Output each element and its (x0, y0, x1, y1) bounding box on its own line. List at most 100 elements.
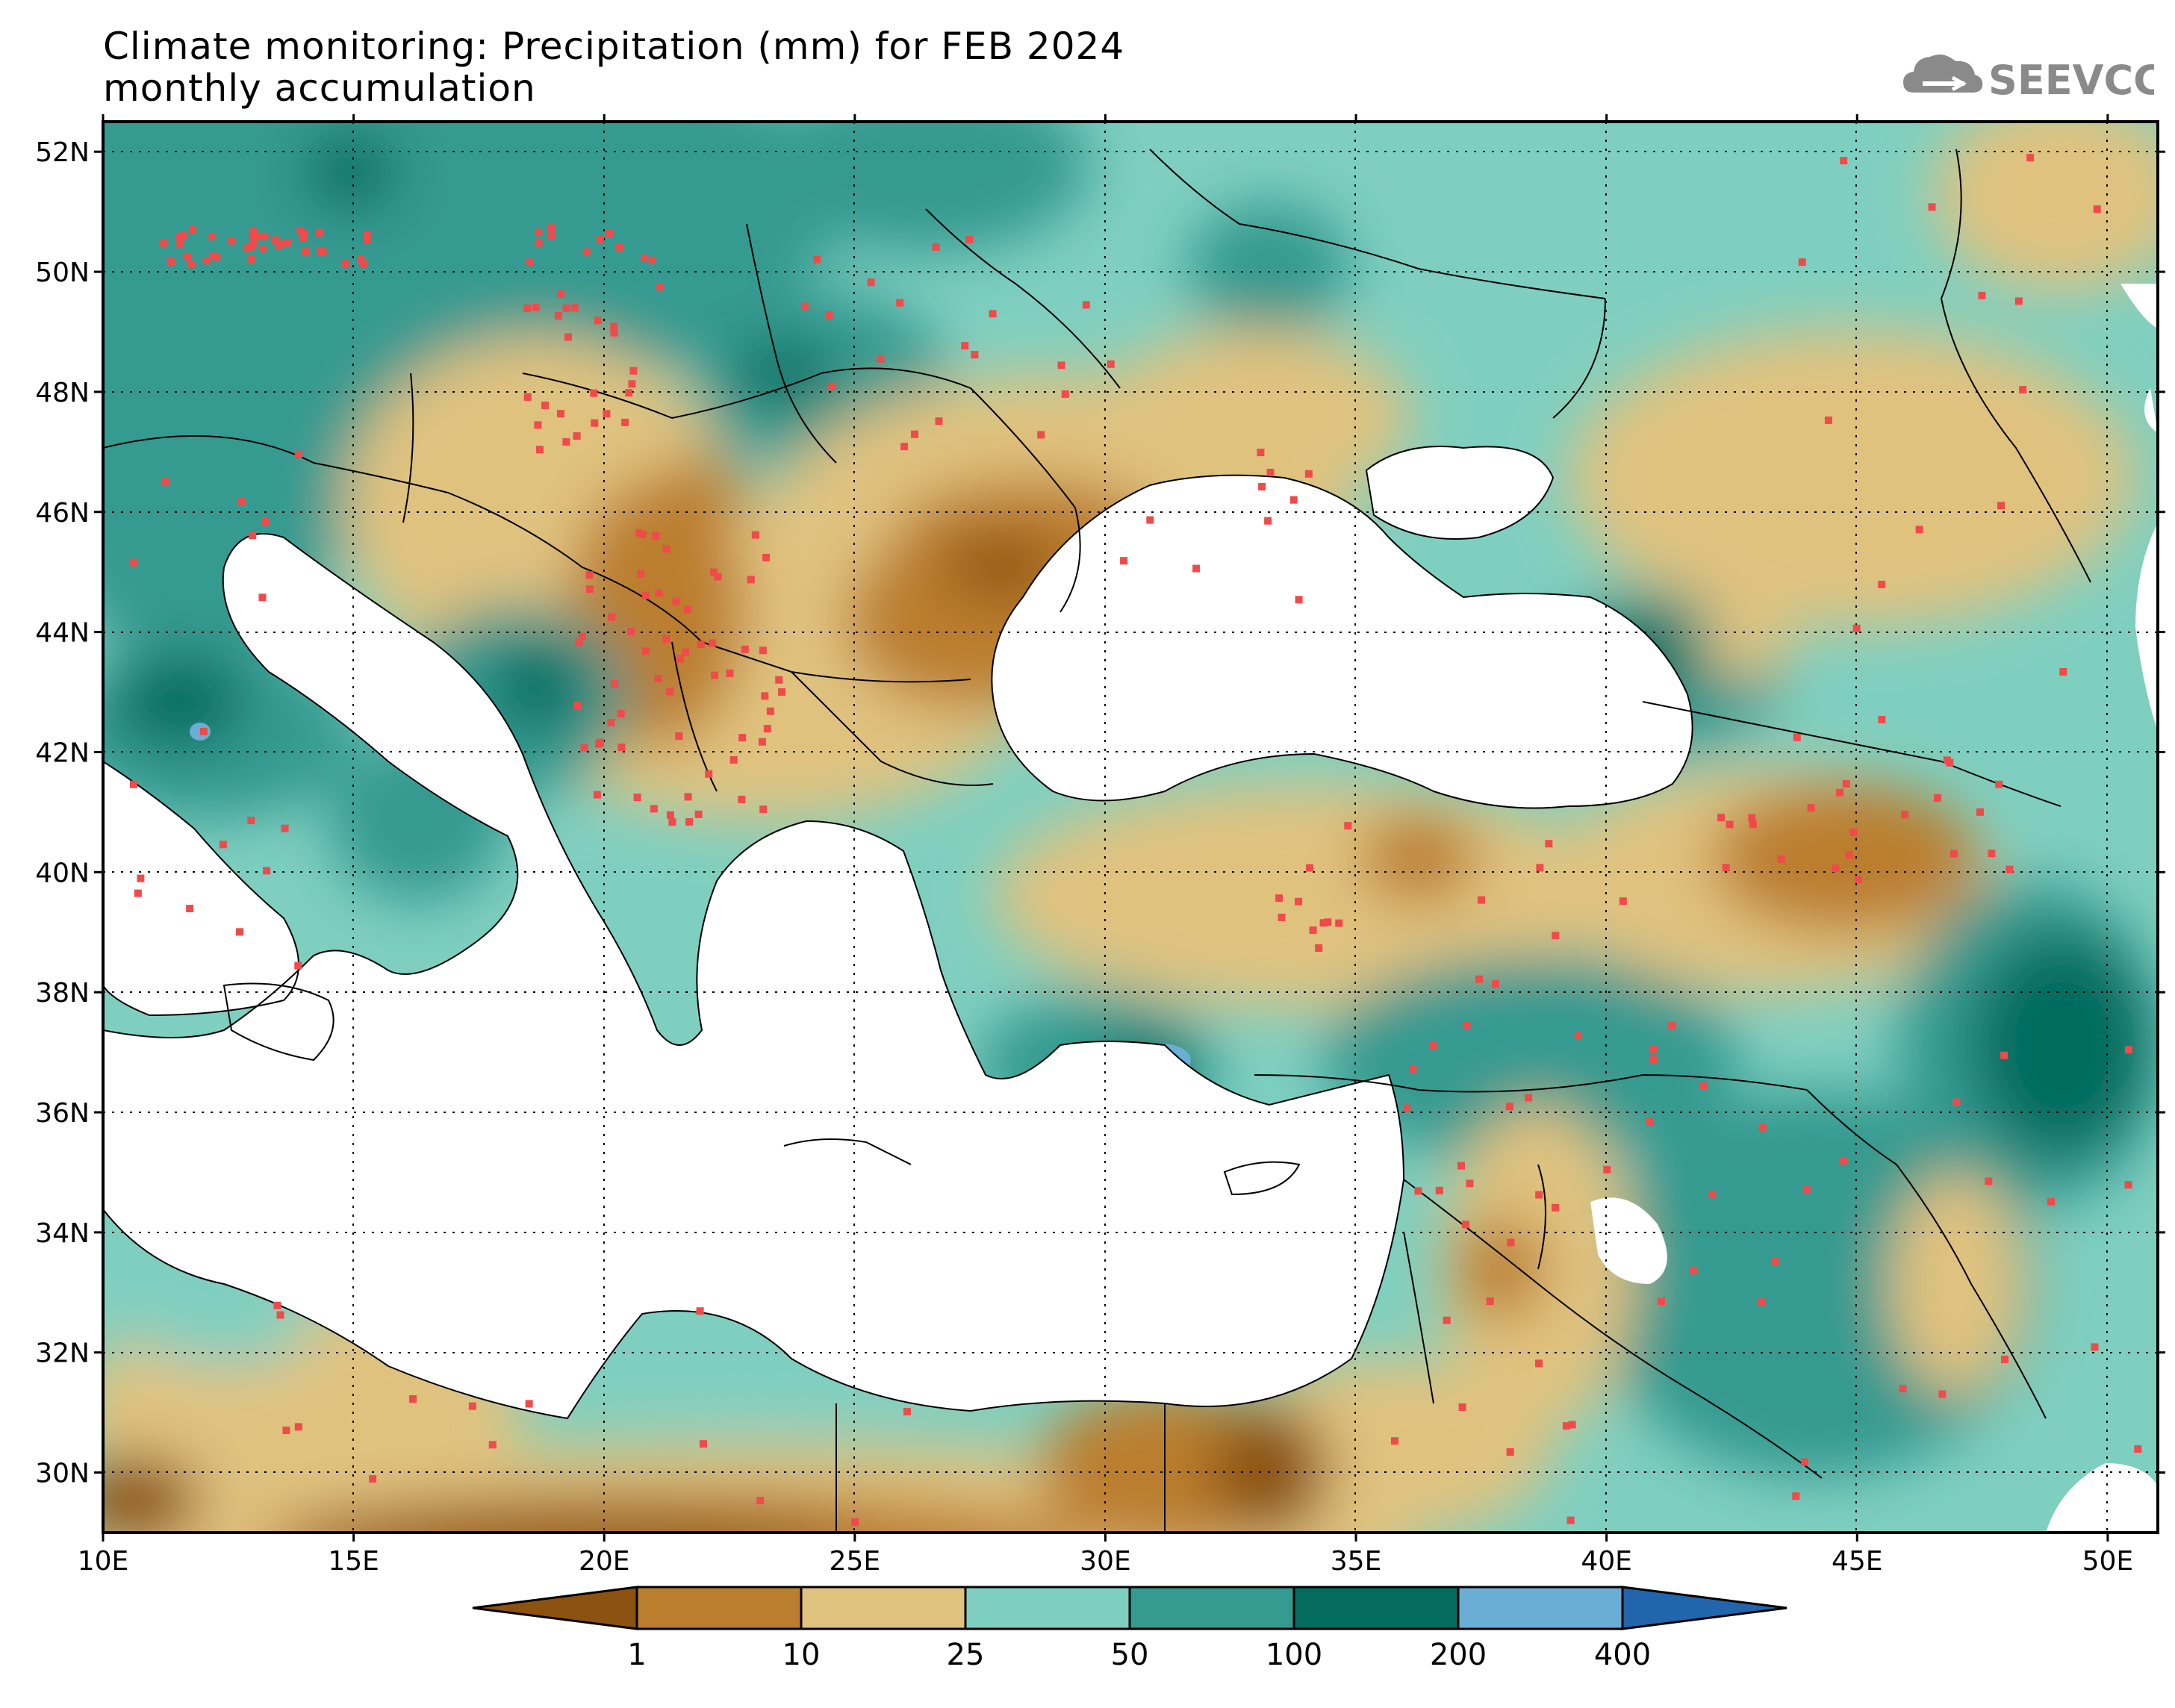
station-marker (1689, 1266, 1697, 1274)
station-marker (363, 236, 371, 244)
station-marker (621, 418, 629, 426)
station-marker (1390, 1437, 1398, 1445)
colorbar-label: 10 (782, 1638, 821, 1672)
station-marker (778, 688, 786, 696)
station-marker (662, 545, 670, 553)
station-marker (741, 645, 749, 653)
station-marker (1995, 780, 2003, 788)
station-marker (1668, 1021, 1676, 1029)
station-marker (729, 755, 738, 764)
station-marker (179, 232, 187, 240)
station-marker (523, 304, 532, 312)
station-marker (1505, 1103, 1513, 1111)
station-marker (1722, 864, 1730, 872)
latitude-labels: 52N 50N 48N 46N 44N 42N 40N 38N 36N 34N 32N 30N (35, 137, 90, 1489)
lon-label: 45E (1832, 1546, 1883, 1577)
station-marker (299, 229, 308, 237)
station-marker (1646, 1118, 1654, 1126)
lat-label: 50N (35, 258, 90, 288)
station-marker (648, 256, 656, 264)
station-marker (900, 443, 909, 451)
station-marker (1435, 1186, 1443, 1194)
station-marker (761, 692, 769, 700)
station-marker (1566, 1516, 1575, 1524)
station-marker (1603, 1165, 1611, 1174)
station-marker (851, 1518, 859, 1526)
station-marker (642, 591, 650, 599)
station-marker (617, 710, 625, 718)
station-marker (1324, 918, 1332, 926)
station-marker (1878, 715, 1886, 723)
station-marker (1800, 1458, 1808, 1466)
station-marker (2026, 154, 2035, 162)
colorbar-label: 400 (1594, 1638, 1651, 1672)
station-marker (1985, 1177, 1993, 1185)
station-marker (1842, 779, 1850, 788)
station-marker (676, 655, 684, 663)
station-marker (610, 328, 618, 337)
station-marker (903, 1407, 911, 1415)
station-marker (1535, 1191, 1543, 1199)
station-marker (2124, 1181, 2132, 1189)
station-marker (1988, 850, 1996, 858)
station-marker (615, 243, 623, 251)
lon-label: 15E (328, 1546, 379, 1577)
station-marker (800, 302, 809, 311)
station-marker (1952, 1098, 1961, 1106)
station-marker (828, 382, 836, 390)
station-marker (1619, 897, 1627, 906)
station-marker (2047, 1197, 2055, 1206)
station-marker (535, 446, 544, 454)
station-marker (408, 1395, 417, 1403)
station-marker (668, 818, 676, 826)
station-marker (219, 841, 227, 849)
station-marker (1491, 980, 1499, 988)
station-marker (184, 252, 192, 261)
station-marker (570, 304, 579, 312)
station-marker (556, 410, 564, 418)
station-marker (1486, 1297, 1494, 1306)
station-marker (562, 304, 570, 312)
colorbar-legend: 1 10 25 50 100 200 400 (472, 1586, 1787, 1672)
station-marker (629, 367, 638, 375)
station-marker (575, 638, 583, 646)
station-marker (208, 232, 217, 240)
station-marker (867, 278, 875, 287)
station-marker (1309, 926, 1317, 935)
station-marker (1855, 876, 1863, 884)
station-marker (228, 237, 236, 245)
station-marker (1429, 1041, 1437, 1050)
lat-label: 40N (35, 858, 90, 888)
station-marker (532, 303, 540, 311)
lon-label: 50E (2082, 1546, 2134, 1577)
station-marker (1839, 1156, 1847, 1165)
station-marker (573, 702, 582, 710)
station-marker (738, 795, 746, 803)
station-marker (525, 1400, 533, 1408)
station-marker (582, 248, 591, 256)
station-marker (1552, 1203, 1560, 1212)
station-marker (1840, 157, 1848, 165)
colorbar-segment (1621, 1586, 1787, 1630)
station-marker (1807, 804, 1815, 812)
station-marker (637, 570, 645, 578)
station-marker (523, 393, 532, 401)
station-marker (1409, 1065, 1417, 1073)
colorbar-segment (1128, 1586, 1295, 1630)
axis-ticks (94, 114, 2165, 1542)
station-marker (1335, 919, 1343, 927)
station-marker (596, 738, 604, 747)
station-marker (541, 401, 550, 409)
station-marker (1708, 1191, 1717, 1199)
station-marker (275, 242, 283, 250)
station-marker (611, 680, 619, 688)
station-marker (935, 417, 943, 426)
station-marker (555, 312, 563, 320)
station-marker (1878, 580, 1886, 588)
station-marker (250, 227, 258, 235)
station-marker (751, 531, 759, 539)
station-marker (1315, 944, 1323, 953)
lon-label: 25E (830, 1546, 881, 1577)
station-marker (562, 437, 570, 446)
